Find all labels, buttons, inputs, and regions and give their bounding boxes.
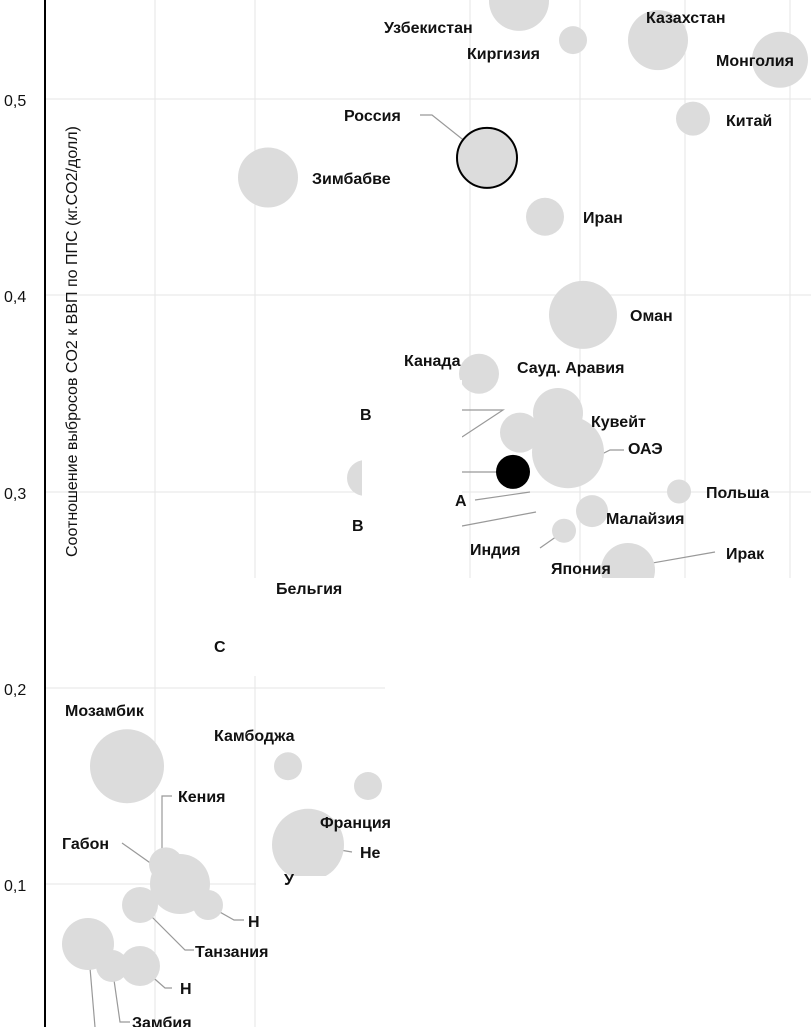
bubble-point xyxy=(549,280,617,349)
occlusion-mask xyxy=(385,676,811,1027)
data-label: Оман xyxy=(630,308,673,325)
data-label: Монголия xyxy=(716,53,794,70)
bubble-point xyxy=(667,479,691,504)
partial-label: У xyxy=(284,872,295,889)
partial-label: А xyxy=(455,493,467,510)
bubble-point xyxy=(526,197,564,236)
data-label: Малайзия xyxy=(606,511,684,528)
bubble-point xyxy=(676,101,710,136)
data-label: Польша xyxy=(706,485,769,502)
y-tick-label: 0,1 xyxy=(4,878,26,895)
data-label: Россия xyxy=(344,108,401,125)
bubble-point xyxy=(752,31,808,88)
data-label: Казахстан xyxy=(646,10,726,27)
y-axis: 0,1 0,2 0,3 0,4 0,5 Соотношение выбросов… xyxy=(4,0,81,1027)
bubbles xyxy=(62,0,808,986)
partial-label: Не xyxy=(360,845,381,862)
partial-label: С xyxy=(214,639,226,656)
partial-label: Замбия xyxy=(132,1015,192,1027)
bubble-point xyxy=(500,412,540,453)
occlusion-masks xyxy=(218,380,811,1027)
bubble-point xyxy=(120,946,160,986)
bubble-point xyxy=(532,416,604,489)
occlusion-mask xyxy=(362,380,462,590)
bubble-point xyxy=(272,808,344,881)
bubble-point xyxy=(559,26,587,55)
data-label: Сауд. Аравия xyxy=(517,360,624,377)
bubble-point xyxy=(96,950,128,982)
bubble-point xyxy=(489,0,549,31)
bubble-point xyxy=(496,454,530,489)
bubble-point xyxy=(90,729,164,804)
data-label: Габон xyxy=(62,836,109,853)
bubble-point xyxy=(456,126,518,189)
bubble-point xyxy=(193,890,223,920)
bubble-point xyxy=(122,887,158,923)
y-axis-title: Соотношение выбросов CO2 к ВВП по ППС (к… xyxy=(64,126,81,557)
data-label: ОАЭ xyxy=(628,441,663,458)
bubble-point xyxy=(238,147,298,208)
y-tick-label: 0,4 xyxy=(4,289,26,306)
data-label: Китай xyxy=(726,113,772,130)
data-label: Кувейт xyxy=(591,414,646,431)
data-label: Мозамбик xyxy=(65,703,145,720)
data-label: Камбоджа xyxy=(214,728,295,745)
partial-label: Н xyxy=(180,981,192,998)
country-labels: Узбекистан Казахстан Киргизия Монголия К… xyxy=(62,10,794,853)
partial-label: В xyxy=(360,407,372,424)
occlusion-mask xyxy=(256,876,386,1027)
partial-label: Н xyxy=(248,914,260,931)
y-tick-label: 0,5 xyxy=(4,93,26,110)
data-label: Киргизия xyxy=(467,46,540,63)
data-label: Зимбабве xyxy=(312,171,391,188)
data-label: Кения xyxy=(178,789,226,806)
partial-labels: В В А Бельгия С Не У Н Танзания Н Замбия xyxy=(132,407,467,1027)
data-label: Франция xyxy=(320,815,391,832)
data-label: Канада xyxy=(404,353,461,370)
bubble-point xyxy=(628,10,688,71)
bubble-point xyxy=(354,772,382,800)
bubble-point xyxy=(160,864,200,904)
partial-label: Бельгия xyxy=(276,581,342,598)
data-label: Ирак xyxy=(726,546,765,563)
data-label: Индия xyxy=(470,542,521,559)
bubble-point xyxy=(274,752,302,781)
data-label: Узбекистан xyxy=(384,20,473,37)
bubble-point xyxy=(552,518,576,543)
occlusion-mask xyxy=(218,578,811,676)
partial-label: В xyxy=(352,518,364,535)
bubble-point xyxy=(459,353,499,394)
data-label: Япония xyxy=(551,561,611,578)
partial-label: Танзания xyxy=(195,944,268,961)
y-tick-label: 0,3 xyxy=(4,486,26,503)
bubble-point xyxy=(576,495,608,528)
y-tick-label: 0,2 xyxy=(4,682,26,699)
data-label: Иран xyxy=(583,210,623,227)
